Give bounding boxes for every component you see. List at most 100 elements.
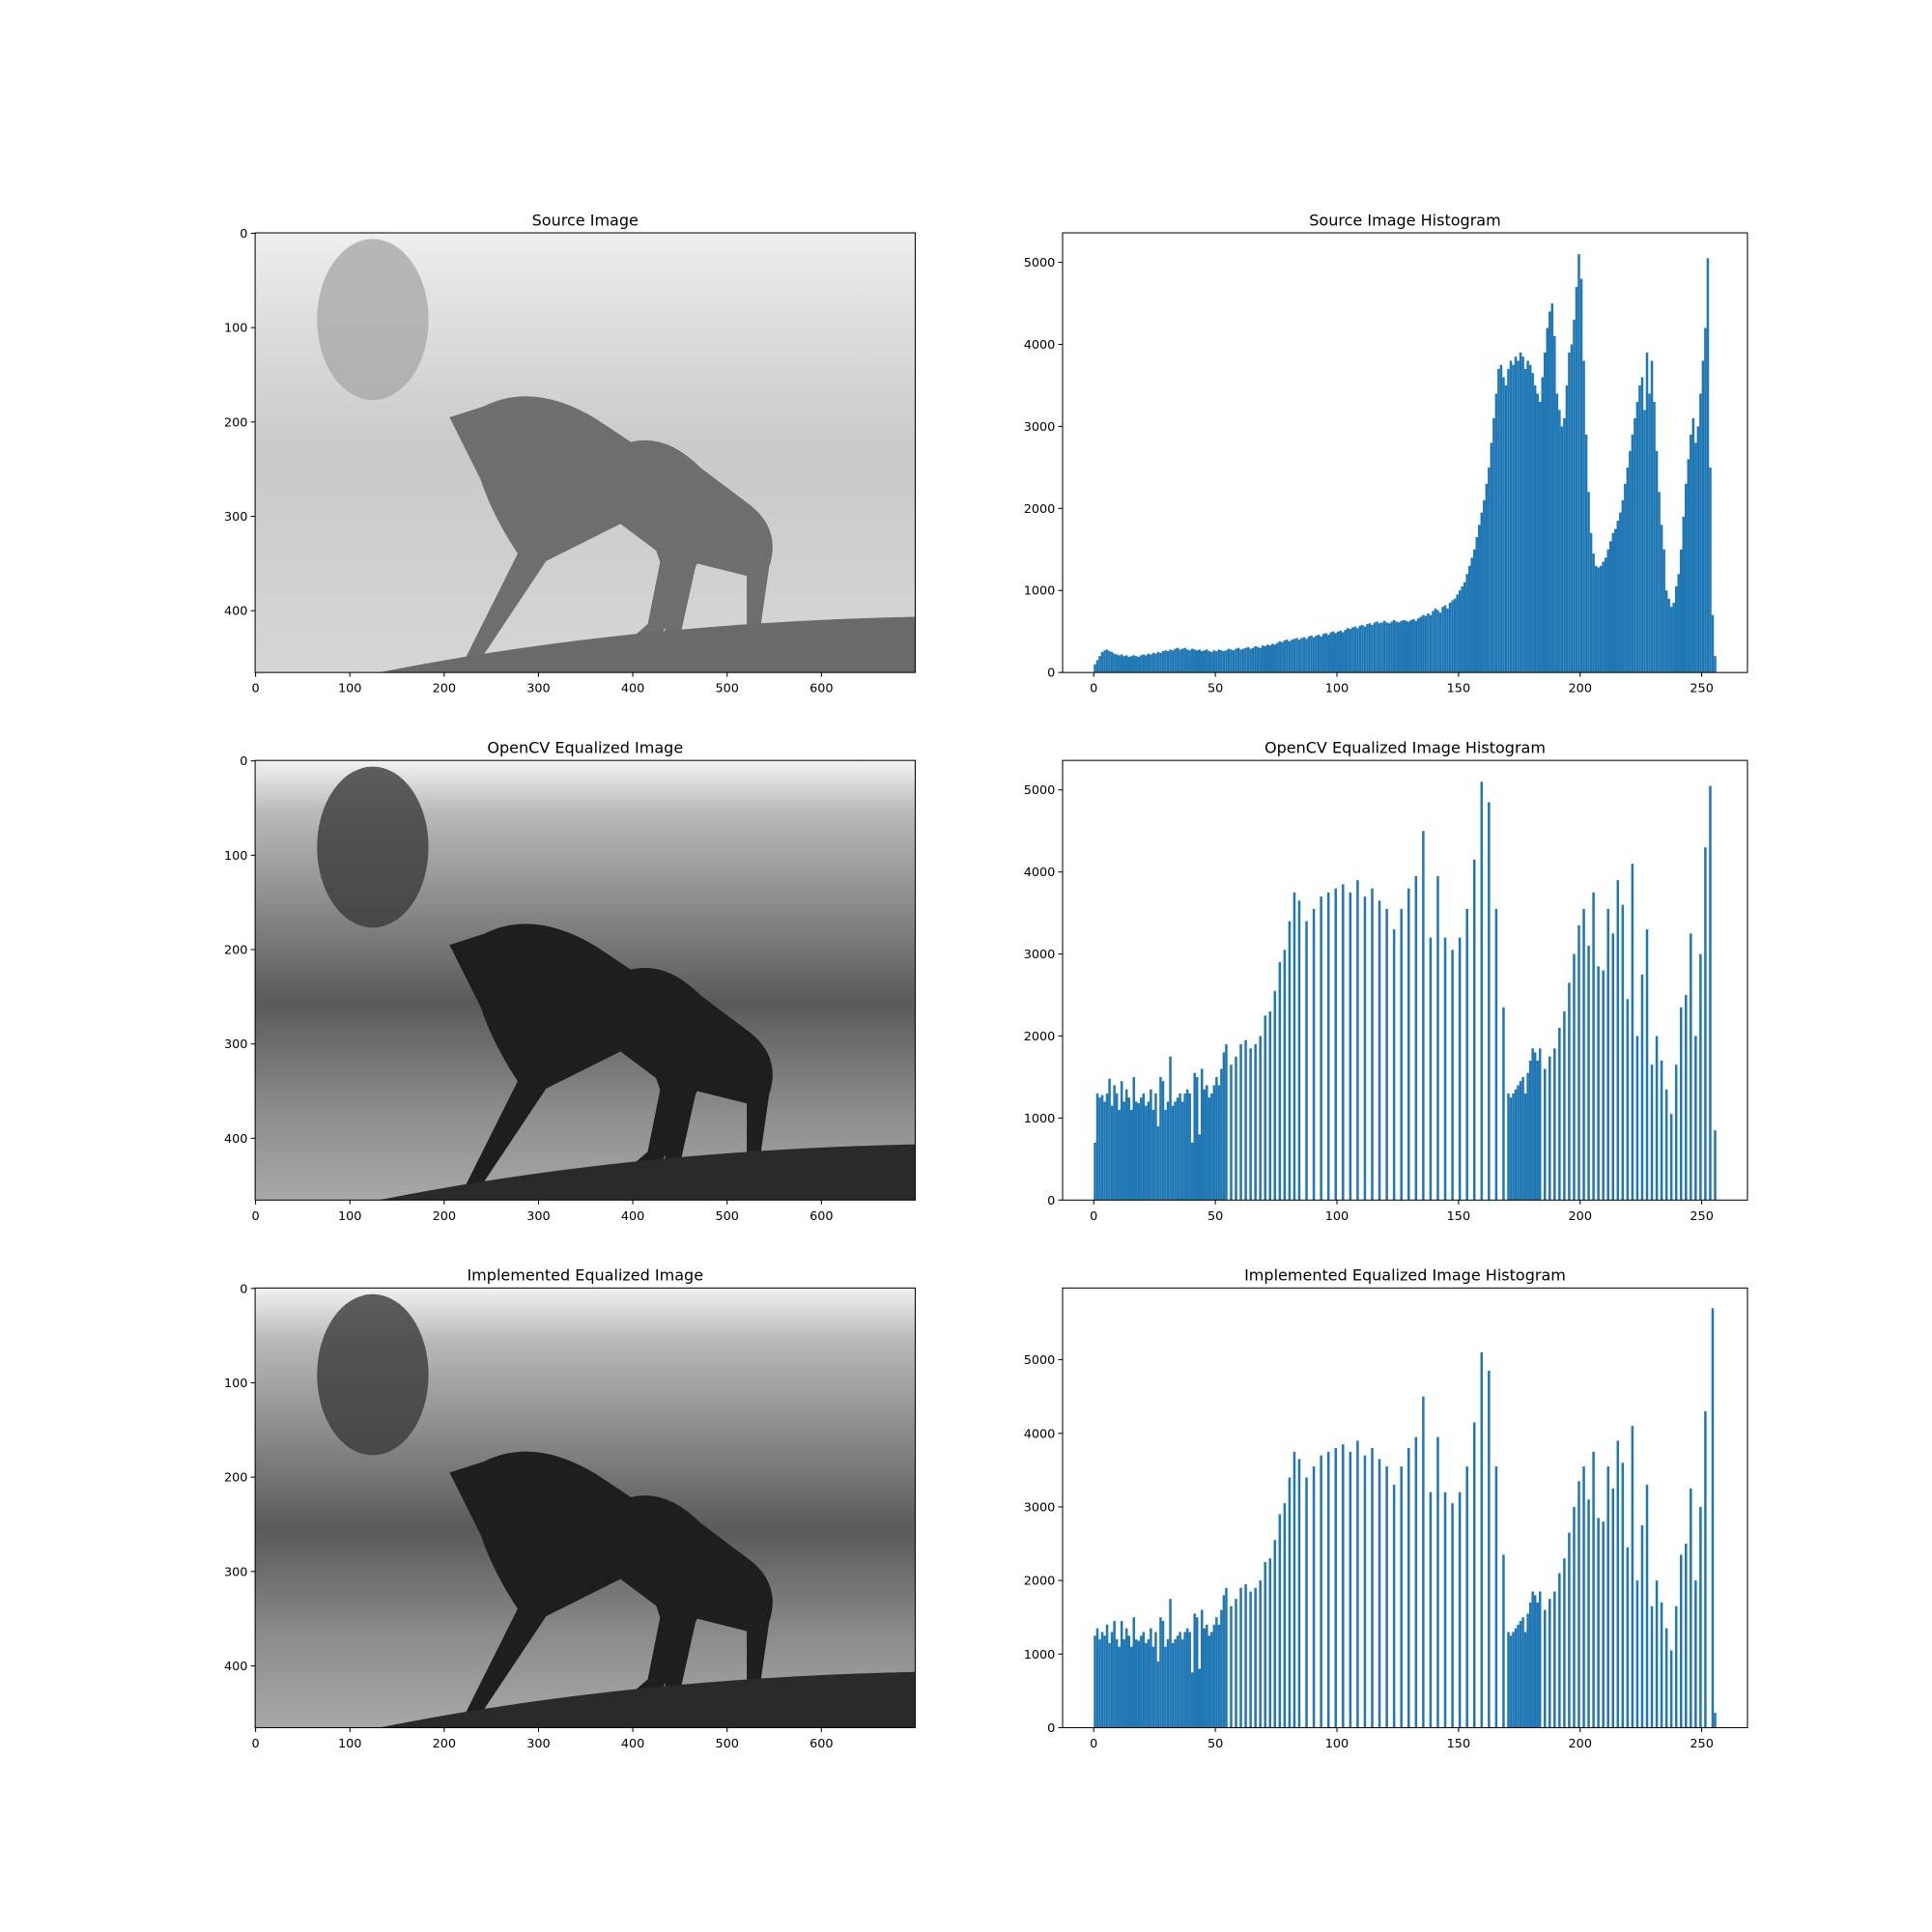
histogram-bar [1305,921,1308,1201]
histogram-bar [1222,1052,1226,1201]
histogram-bar [1533,1052,1537,1201]
histogram-bar [1523,1632,1527,1728]
histogram-bar [1094,1142,1096,1201]
histogram-bar [1458,937,1462,1201]
chart-title: OpenCV Equalized Image Histogram [1264,738,1546,756]
histogram-bar [1122,1639,1125,1728]
histogram-bar [1142,1632,1146,1728]
histogram-bar [1246,646,1250,673]
histogram-bar [1664,1089,1668,1201]
histogram-bar [1611,933,1615,1201]
histogram-bar [1183,1093,1186,1201]
histogram-bar [1164,1646,1167,1728]
histogram-bar [1206,1085,1208,1201]
histogram-bar [1397,622,1401,673]
histogram-bar [1478,525,1481,673]
histogram-bar [1672,602,1675,673]
histogram-bar [1570,344,1574,673]
histogram-bar [1176,1635,1179,1728]
x-tick-label: 250 [1690,1737,1713,1751]
histogram-bar [1291,639,1293,673]
histogram-bar [1475,537,1479,673]
histogram-bar [1382,620,1386,673]
histogram-bar [1095,1093,1099,1201]
histogram-bar [1215,651,1218,673]
histogram-bar [1193,649,1196,673]
histogram-bar [1602,561,1605,673]
histogram-bar [1507,368,1510,673]
histogram-panel: Implemented Equalized Image Histogram 0 50… [1024,1266,1748,1751]
histogram-bar [1533,1595,1537,1728]
ground [379,616,916,673]
histogram-bar [1687,459,1690,673]
histogram-bar [1714,656,1717,673]
histogram-bar [1579,278,1583,673]
histogram-bar [1650,1605,1654,1728]
histogram-bar [1392,929,1396,1201]
x-tick-label: 150 [1447,682,1470,696]
histogram-bar [1297,1459,1301,1728]
histogram-bar [1465,574,1468,673]
x-tick-label: 200 [433,1737,456,1751]
histogram-bar [1154,1632,1157,1728]
histogram-bar [1113,1085,1116,1201]
histogram-bar [1154,1093,1157,1201]
histogram-bar [1127,1097,1130,1201]
histogram-bar [1611,532,1615,673]
histogram-bar [1321,634,1325,673]
histogram-bar [1427,613,1430,673]
x-tick-label: 600 [810,1209,833,1224]
x-tick-label: 200 [1569,1737,1592,1751]
x-tick-label: 0 [1090,1737,1097,1751]
histogram-bar [1239,649,1242,673]
x-tick-label: 250 [1690,682,1713,696]
histogram-bar [1190,1142,1194,1201]
histogram-bar [1210,1093,1213,1201]
histogram-bar [1470,557,1473,673]
histogram-bar [1690,1488,1692,1728]
histogram-bar [1536,1060,1539,1201]
x-tick-label: 400 [621,1209,644,1224]
histogram-bar [1100,651,1104,673]
y-tick-label: 5000 [1024,1353,1056,1368]
histogram-bar [1414,1436,1418,1728]
histogram-bar [1185,649,1189,673]
histogram-bar [1161,1621,1165,1728]
histogram-bar [1385,908,1388,1201]
x-tick-label: 100 [338,1209,361,1224]
histogram-bar [1236,647,1240,673]
histogram-bar [1212,1624,1216,1728]
histogram-bar [1538,1048,1542,1201]
histogram-bar [1558,410,1561,673]
histogram-bar [1485,483,1489,673]
histogram-bar [1344,629,1348,673]
histogram-bar [1451,1503,1454,1728]
axes-frame [1062,232,1748,673]
histogram-bar [1606,908,1609,1201]
x-tick-label: 200 [433,682,456,696]
histogram-bar [1704,327,1707,673]
histogram-bar [1514,356,1518,673]
histogram-bar [1597,1518,1600,1728]
histogram-bar [1699,1506,1702,1728]
histogram-bar [1193,1072,1196,1201]
histogram-bar [1373,622,1377,673]
histogram-bar [1150,654,1152,673]
axes-frame [254,232,916,673]
histogram-bar [1222,1595,1226,1728]
histogram-bar [1409,619,1413,673]
histogram-bar [1302,637,1306,673]
histogram-bar [1105,649,1109,673]
histogram-bar [1297,900,1301,1201]
histogram-bar [1288,640,1292,673]
x-tick-label: 0 [1090,682,1097,696]
histogram-bar [1653,401,1656,673]
histogram-bar [1140,655,1143,673]
histogram-bar [1711,1308,1715,1728]
histogram-bar [1497,368,1500,673]
histogram-bar [1706,258,1710,673]
y-tick-label: 3000 [1024,420,1056,435]
histogram-bar [1310,635,1313,673]
histogram-bar [1215,1617,1218,1728]
